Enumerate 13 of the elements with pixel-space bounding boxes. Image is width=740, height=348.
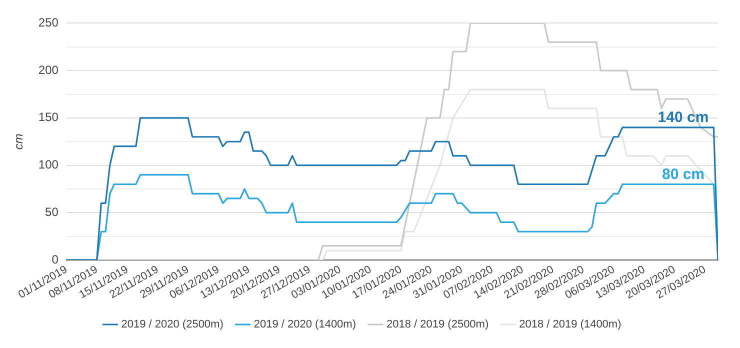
y-tick-label: 200 [38, 62, 59, 77]
legend-label: 2018 / 2019 (2500m) [386, 318, 489, 331]
y-tick-label: 150 [38, 110, 59, 124]
legend-label: 2018 / 2019 (1400m) [519, 318, 622, 331]
legend-label: 2019 / 2020 (2500m) [121, 318, 224, 331]
y-tick-label: 0 [52, 252, 59, 266]
annotation: 80 cm [662, 166, 705, 183]
legend-label: 2019 / 2020 (1400m) [254, 318, 356, 331]
y-tick-label: 250 [38, 16, 59, 30]
y-tick-label: 50 [45, 204, 59, 219]
annotation: 140 cm [658, 109, 709, 126]
y-tick-label: 100 [38, 158, 59, 172]
y-axis-title: cm [12, 134, 26, 150]
